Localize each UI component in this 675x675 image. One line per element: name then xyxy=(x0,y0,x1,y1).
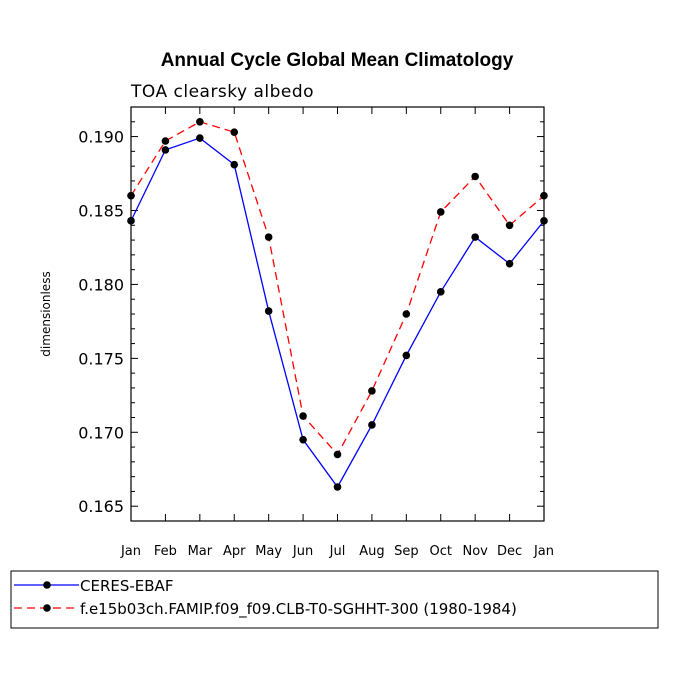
legend-label: f.e15b03ch.FAMIP.f09_f09.CLB-T0-SGHHT-30… xyxy=(80,600,517,619)
y-tick-label: 0.180 xyxy=(78,275,124,294)
data-point xyxy=(264,233,273,241)
x-tick-label: Jul xyxy=(329,544,346,559)
y-axis: 0.165 0.170 0.175 0.180 0.185 0.190 xyxy=(78,106,544,516)
data-point xyxy=(127,217,135,225)
y-tick-label: 0.170 xyxy=(78,423,124,442)
data-point xyxy=(436,208,445,216)
x-tick-label: Apr xyxy=(223,544,246,559)
data-point xyxy=(230,128,239,136)
data-point xyxy=(505,221,514,230)
data-point xyxy=(471,233,479,241)
x-tick-label: Jan xyxy=(120,544,141,559)
data-point xyxy=(333,450,342,459)
data-point xyxy=(540,217,548,225)
data-point xyxy=(333,483,342,491)
data-point xyxy=(299,412,307,420)
data-point xyxy=(540,191,548,200)
data-point xyxy=(402,351,411,360)
x-tick-label: May xyxy=(255,544,282,559)
x-tick-label: Oct xyxy=(430,544,452,559)
legend-marker xyxy=(43,581,51,589)
data-point xyxy=(161,137,170,145)
data-point xyxy=(161,146,170,154)
x-tick-label: Feb xyxy=(154,544,177,559)
series-line-ceres-ebaf xyxy=(130,137,545,489)
x-axis: Jan Feb Mar Apr May Jun Jul Aug Sep Oct Nov Dec Jan xyxy=(120,107,554,559)
chart-title: Annual Cycle Global Mean Climatology xyxy=(161,50,514,71)
y-tick-label: 0.185 xyxy=(78,202,124,221)
data-point xyxy=(299,435,307,444)
y-tick-label: 0.175 xyxy=(78,349,124,368)
data-point xyxy=(368,387,376,395)
data-point xyxy=(230,160,239,169)
x-tick-label: Dec xyxy=(497,544,522,559)
plot-frame xyxy=(130,106,545,522)
data-point xyxy=(196,134,204,142)
legend: CERES-EBAF f.e15b03ch.FAMIP.f09_f09.CLB-T… xyxy=(14,577,517,619)
x-tick-label: Aug xyxy=(359,544,384,559)
legend-label: CERES-EBAF xyxy=(80,577,173,595)
x-tick-label: Nov xyxy=(462,544,488,559)
data-point xyxy=(368,421,376,429)
y-tick-label: 0.190 xyxy=(78,128,124,147)
series-line-model xyxy=(130,121,545,456)
legend-marker xyxy=(43,604,51,612)
data-point xyxy=(402,310,411,318)
legend-box xyxy=(10,570,659,629)
x-tick-label: Mar xyxy=(188,544,213,559)
series-layer xyxy=(127,117,548,491)
y-tick-label: 0.165 xyxy=(78,497,124,516)
x-tick-label: Jun xyxy=(292,544,313,559)
chart-subtitle: TOA clearsky albedo xyxy=(130,82,314,102)
data-point xyxy=(264,307,273,315)
data-point xyxy=(196,117,204,126)
data-point xyxy=(436,288,445,296)
x-tick-label: Jan xyxy=(533,544,554,559)
data-point xyxy=(127,191,135,200)
x-tick-label: Sep xyxy=(394,544,419,559)
data-point xyxy=(505,259,514,268)
y-axis-label: dimensionless xyxy=(39,271,53,356)
data-point xyxy=(471,172,479,181)
